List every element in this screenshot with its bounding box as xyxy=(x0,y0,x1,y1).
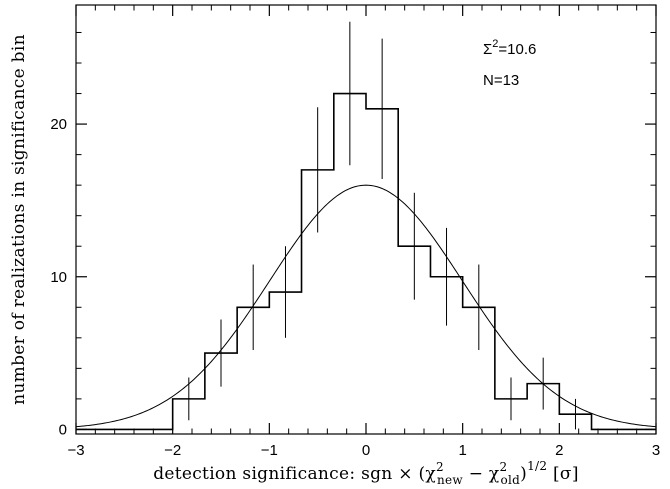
axis-ticks xyxy=(75,5,657,434)
xlabel-minus: − χ xyxy=(463,464,500,484)
xlabel-sub1: new xyxy=(437,473,463,487)
histogram-steps xyxy=(76,92,656,431)
annotation-sigma: Σ2=10.6 xyxy=(483,38,536,58)
annotation-n: N=13 xyxy=(483,72,519,89)
xlabel-sup3: 1/2 xyxy=(527,459,547,473)
x-tick-label: 2 xyxy=(555,442,563,459)
x-tick-label: −2 xyxy=(164,442,181,459)
plot-frame xyxy=(75,4,657,435)
x-tick-label: −1 xyxy=(261,442,278,459)
x-axis-label: detection significance: sgn × (χ2 new − χ… xyxy=(153,459,579,487)
gaussian-fit-curve xyxy=(75,184,657,428)
y-tick-label: 0 xyxy=(59,421,67,438)
xlabel-suffix: [σ] xyxy=(547,464,578,484)
y-axis-label: number of realizations in significance b… xyxy=(9,34,29,405)
annotation-sigma-symbol: Σ xyxy=(483,41,492,58)
x-tick-label: 3 xyxy=(652,442,660,459)
y-tick-label: 10 xyxy=(50,269,67,286)
xlabel-sup2: 2 xyxy=(500,460,508,474)
xlabel-sup1: 2 xyxy=(436,460,444,474)
x-tick-label: −3 xyxy=(67,442,84,459)
xlabel-close: ) xyxy=(520,464,527,484)
x-tick-label: 1 xyxy=(458,442,466,459)
y-tick-label: 20 xyxy=(50,116,67,133)
xlabel-prefix: detection significance: sgn × (χ xyxy=(153,464,436,484)
tick-labels: −3 −2 −1 0 1 2 3 0 10 20 xyxy=(50,116,660,459)
x-tick-label: 0 xyxy=(362,442,370,459)
error-bars xyxy=(188,21,576,430)
annotation-sigma-value: =10.6 xyxy=(498,41,536,58)
annotation-sigma-sup: 2 xyxy=(492,38,498,50)
xlabel-sub2: old xyxy=(500,473,520,487)
